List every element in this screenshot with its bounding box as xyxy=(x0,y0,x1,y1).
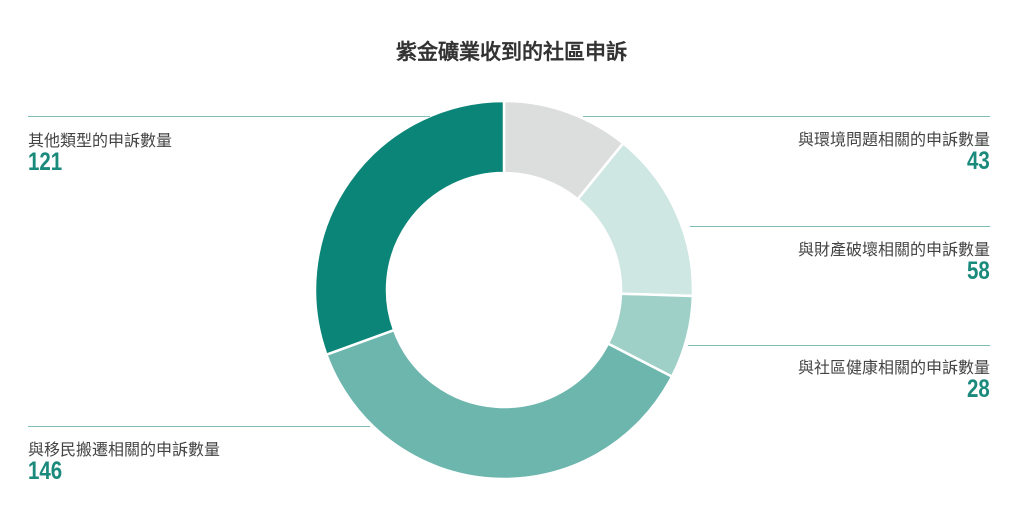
donut-slice-other xyxy=(313,99,506,357)
value-property: 58 xyxy=(967,257,990,285)
value-resettlement: 146 xyxy=(28,457,63,485)
value-other: 121 xyxy=(28,148,63,176)
leader-line-resettlement xyxy=(28,426,370,427)
leader-line-environment xyxy=(583,116,990,117)
label-other: 其他類型的申訴數量 xyxy=(28,131,173,150)
value-environment: 43 xyxy=(967,147,990,175)
label-resettlement: 與移民搬遷相關的申訴數量 xyxy=(28,440,221,459)
chart-title: 紫金礦業收到的社區申訴 xyxy=(396,40,627,64)
value-health: 28 xyxy=(967,375,990,403)
leader-line-other xyxy=(28,116,430,117)
label-environment: 與環境問題相關的申訴數量 xyxy=(797,130,990,149)
label-property: 與財產破壞相關的申訴數量 xyxy=(797,240,990,259)
donut-slice-resettlement xyxy=(324,328,674,481)
leader-line-health xyxy=(688,345,990,346)
label-health: 與社區健康相關的申訴數量 xyxy=(797,358,990,377)
leader-line-property xyxy=(690,226,990,227)
